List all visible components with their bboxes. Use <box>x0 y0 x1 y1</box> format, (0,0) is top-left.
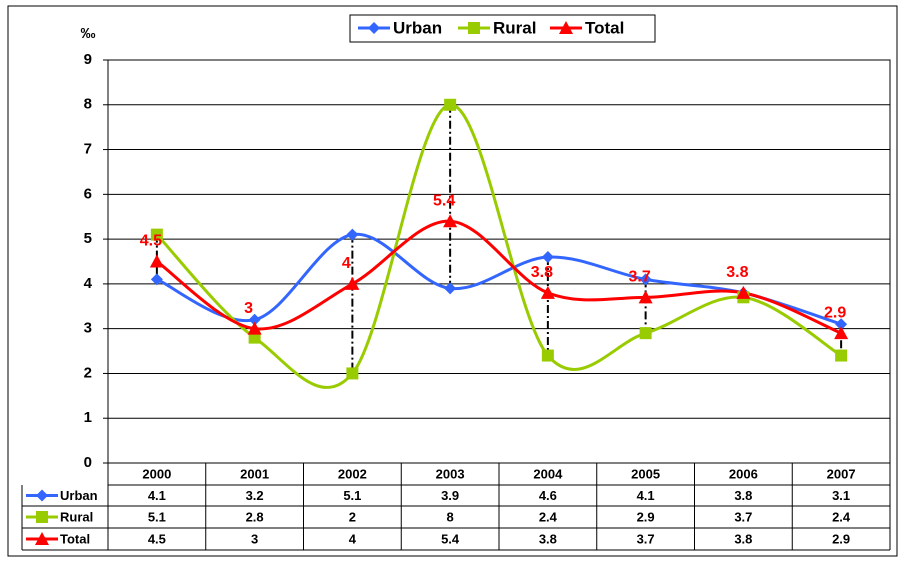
data-point <box>443 214 458 228</box>
table-cell: 2.4 <box>539 509 558 524</box>
legend-key-marker <box>368 22 380 34</box>
table-cell: 4 <box>349 531 357 546</box>
y-tick-label: 4 <box>84 275 93 292</box>
table-cell: 4.6 <box>539 488 557 503</box>
table-cell: 2.9 <box>832 531 850 546</box>
table-row-label: Urban <box>60 488 98 503</box>
data-point <box>540 285 555 299</box>
table-cell: 4.5 <box>148 531 166 546</box>
y-tick-label: 8 <box>84 96 92 113</box>
table-cell: 4.1 <box>637 488 655 503</box>
table-cell: 3.2 <box>246 488 264 503</box>
table-cell: 3.7 <box>734 509 752 524</box>
legend-label: Total <box>585 18 624 37</box>
legend-key-marker <box>36 511 48 523</box>
table-row-label: Rural <box>60 509 93 524</box>
table-cell: 3.8 <box>539 531 557 546</box>
data-label: 3.7 <box>629 269 651 286</box>
series-line <box>156 219 842 335</box>
legend-key-marker <box>559 21 573 34</box>
table-cell: 3.8 <box>734 531 752 546</box>
table-cell: 5.1 <box>148 509 166 524</box>
data-point <box>444 282 457 295</box>
data-point <box>248 313 261 326</box>
table-cell: 3.9 <box>441 488 459 503</box>
series-line <box>155 103 842 389</box>
data-label: 4.5 <box>140 233 162 250</box>
table-cell: 5.4 <box>441 531 460 546</box>
table-cell: 2.8 <box>246 509 264 524</box>
x-tick-label: 2004 <box>533 466 563 481</box>
table-cell: 2 <box>349 509 356 524</box>
table-cell: 5.1 <box>343 488 361 503</box>
x-tick-label: 2003 <box>436 466 465 481</box>
x-tick-label: 2002 <box>338 466 367 481</box>
legend-label: Rural <box>493 18 536 37</box>
data-label: 2.9 <box>824 304 846 321</box>
y-tick-label: 7 <box>84 141 92 158</box>
legend-key-marker <box>35 532 49 545</box>
data-point <box>834 326 849 340</box>
table-cell: 2.9 <box>637 509 655 524</box>
data-point <box>638 290 653 304</box>
table-cell: 3.1 <box>832 488 850 503</box>
data-point <box>346 367 359 380</box>
data-point <box>541 349 554 362</box>
data-point <box>736 285 751 299</box>
data-point <box>346 228 359 241</box>
data-label: 5.4 <box>433 192 455 209</box>
legend-key-marker <box>468 22 480 34</box>
data-point <box>345 276 360 290</box>
data-point <box>639 327 652 340</box>
table-cell: 3 <box>251 531 258 546</box>
y-axis-label: ‰ <box>81 25 96 42</box>
table-cell: 3.8 <box>734 488 752 503</box>
data-label: 3.8 <box>726 264 748 281</box>
table-row-label: Total <box>60 531 90 546</box>
data-point <box>444 98 457 111</box>
table-cell: 2.4 <box>832 509 851 524</box>
x-tick-label: 2007 <box>827 466 856 481</box>
table-cell: 8 <box>447 509 454 524</box>
data-point <box>835 349 848 362</box>
y-tick-label: 5 <box>84 230 92 247</box>
data-label: 3 <box>244 300 253 317</box>
y-tick-label: 2 <box>84 364 92 381</box>
data-point <box>639 273 652 286</box>
legend-label: Urban <box>393 18 442 37</box>
y-tick-label: 3 <box>84 320 92 337</box>
x-tick-label: 2001 <box>240 466 269 481</box>
table-cell: 3.7 <box>637 531 655 546</box>
x-tick-label: 2005 <box>631 466 660 481</box>
table-cell: 4.1 <box>148 488 166 503</box>
data-label: 3.8 <box>531 264 553 281</box>
y-tick-label: 0 <box>84 454 92 471</box>
legend-key-marker <box>36 489 48 502</box>
y-tick-label: 9 <box>84 51 92 68</box>
data-point <box>247 321 262 335</box>
x-tick-label: 2006 <box>729 466 758 481</box>
y-tick-label: 6 <box>84 185 92 202</box>
data-point <box>541 251 554 264</box>
data-point <box>150 228 163 241</box>
data-point <box>835 318 848 331</box>
data-point <box>150 273 163 286</box>
y-tick-label: 1 <box>84 409 92 426</box>
legend-box <box>349 14 656 43</box>
x-tick-label: 2000 <box>142 466 171 481</box>
data-label: 4 <box>342 255 351 272</box>
data-point <box>149 254 164 268</box>
